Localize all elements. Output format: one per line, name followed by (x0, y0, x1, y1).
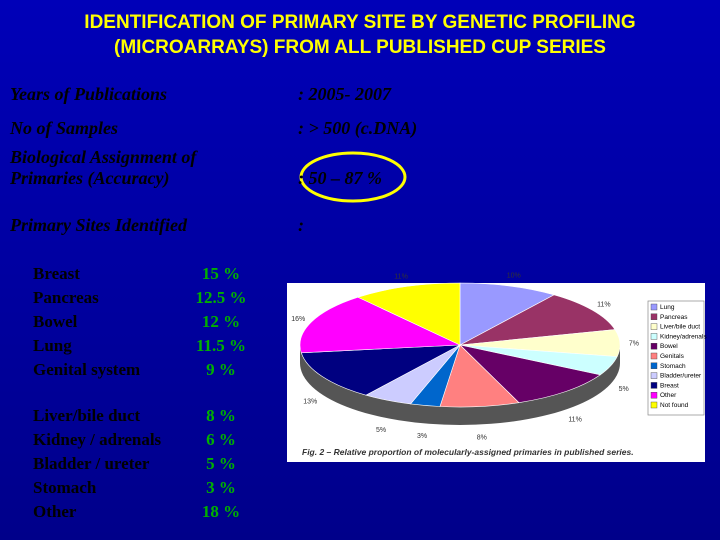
slice-label: 5% (619, 386, 629, 393)
info-value: : 50 – 87 % (298, 168, 382, 188)
slice-label: 7% (629, 341, 639, 348)
legend-label: Other (660, 392, 677, 399)
legend-swatch (650, 313, 658, 320)
legend-label: Liver/bile duct (660, 324, 700, 331)
info-label: Years of Publications (10, 84, 167, 104)
site-name: Liver/bile duct (33, 406, 141, 425)
site-percent: 12 % (202, 312, 240, 331)
pie-slice (300, 344, 461, 396)
site-percent: 6 % (206, 430, 236, 449)
slice-label: 13% (303, 399, 317, 406)
legend-label: Not found (660, 402, 689, 409)
pie-slice (459, 344, 601, 403)
legend-swatch (650, 372, 658, 379)
site-percent: 8 % (206, 406, 236, 425)
legend-swatch (650, 352, 658, 360)
site-percent: 18 % (202, 502, 240, 521)
site-name: Bowel (33, 312, 78, 331)
site-percent: 9 % (206, 360, 236, 379)
legend-label: Kidney/adrenals (660, 333, 707, 340)
legend-swatch (650, 362, 658, 369)
slice-label: 16% (291, 316, 305, 323)
info-label: No of Samples (9, 118, 118, 138)
legend-label: Pancreas (660, 314, 688, 321)
legend-swatch (650, 333, 658, 340)
slice-label: 10% (507, 273, 521, 280)
legend-swatch (650, 323, 658, 330)
figure-caption: Fig. 2 – Relative proportion of molecula… (302, 447, 634, 457)
site-percent: 11.5 % (196, 336, 246, 355)
slice-label: 3% (417, 433, 427, 440)
pie-slice (459, 294, 616, 346)
slice-label: 8% (477, 434, 487, 441)
legend-swatch (650, 343, 658, 350)
title: (MICROARRAYS) FROM ALL PUBLISHED CUP SER… (114, 37, 606, 58)
site-name: Breast (33, 264, 80, 283)
site-percent: 3 % (206, 478, 236, 497)
site-name: Other (33, 502, 77, 521)
site-name: Pancreas (33, 288, 99, 307)
pie-slice (357, 282, 461, 346)
site-name: Genital system (33, 360, 140, 379)
slice-label: 11% (597, 301, 611, 308)
legend-swatch (650, 401, 658, 409)
slice-label: 11% (394, 273, 408, 280)
info-value: : (298, 215, 304, 235)
site-name: Kidney / adrenals (33, 430, 162, 449)
legend-swatch (650, 392, 658, 399)
site-percent: 5 % (206, 454, 236, 473)
legend-swatch (650, 303, 658, 311)
info-label: Biological Assignment of (9, 147, 198, 167)
info-value: : 2005- 2007 (298, 84, 392, 104)
legend-label: Genitals (660, 353, 685, 360)
site-percent: 15 % (202, 264, 240, 283)
legend-label: Bladder/ureter (660, 373, 702, 380)
highlight-ellipse (299, 151, 407, 203)
site-name: Bladder / ureter (33, 454, 150, 473)
slice-label: 11% (568, 417, 582, 424)
legend-label: Lung (660, 304, 675, 311)
slice-label: 5% (376, 427, 386, 434)
info-label: Primaries (Accuracy) (9, 168, 169, 189)
site-percent: 12.5 % (196, 288, 247, 307)
legend-label: Breast (660, 382, 679, 389)
legend-box (647, 300, 705, 416)
site-name: Lung (33, 336, 72, 355)
legend-label: Bowel (660, 343, 678, 350)
pie-slice (459, 282, 555, 346)
legend-label: Stomach (660, 363, 686, 370)
pie-slice (299, 296, 461, 354)
site-name: Stomach (33, 478, 97, 497)
title: IDENTIFICATION OF PRIMARY SITE BY GENETI… (84, 12, 635, 33)
legend-swatch (650, 382, 658, 389)
info-value: : > 500 (c.DNA) (298, 118, 417, 139)
info-label: Primary Sites Identified (9, 215, 188, 235)
